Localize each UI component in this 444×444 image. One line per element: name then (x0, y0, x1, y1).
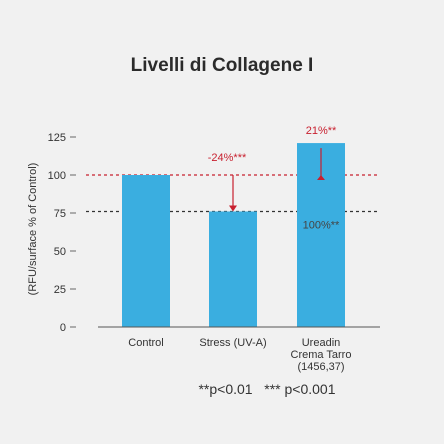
bar (209, 211, 257, 327)
y-tick-label: 125 (48, 132, 66, 144)
bar (122, 175, 170, 327)
bars (122, 143, 345, 327)
y-tick-label: 100 (48, 170, 66, 182)
chart-title: Livelli di Collagene I (131, 55, 314, 76)
stress-change-arrowhead (229, 205, 237, 212)
y-tick-label: 0 (60, 322, 66, 334)
ureadin-change-arrowhead (317, 175, 325, 180)
x-tick-label: Stress (UV-A) (199, 337, 266, 349)
y-axis-label: (RFU/surface % of Control) (27, 163, 39, 296)
y-tick-label: 75 (54, 208, 66, 220)
stress-change-label: -24%*** (208, 152, 247, 164)
ureadin-change-label: 21%** (306, 125, 337, 137)
ureadin-reference-label: 100%** (303, 219, 340, 231)
significance-footnote: **p<0.01 *** p<0.001 (198, 381, 335, 397)
x-tick-label: Control (128, 337, 163, 349)
y-axis: 0 25 50 75 100 125 (48, 132, 76, 334)
x-tick-label: Crema Tarro (291, 349, 352, 361)
y-tick-label: 50 (54, 246, 66, 258)
x-tick-label: Ureadin (302, 337, 341, 349)
x-tick-label: (1456,37) (297, 361, 344, 373)
y-tick-label: 25 (54, 284, 66, 296)
